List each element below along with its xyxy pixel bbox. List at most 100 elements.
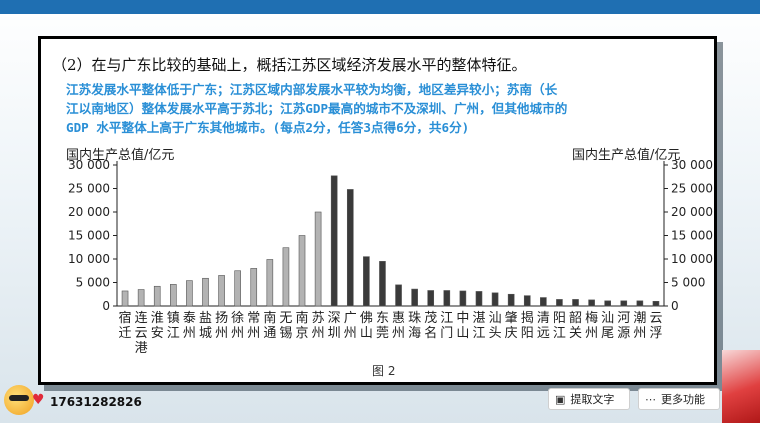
x-tick-label: 梅	[585, 311, 598, 326]
extract-text-label: 提取文字	[570, 393, 615, 406]
chart-bar	[137, 289, 145, 307]
chart-bar	[266, 259, 274, 307]
x-tick-label: 尾	[601, 326, 614, 341]
chart-bar	[620, 300, 628, 307]
x-tick-label: 山	[456, 326, 469, 341]
chart-bar	[153, 285, 161, 307]
x-tick-label: 徐	[231, 311, 244, 326]
x-tick-label: 茂	[424, 311, 437, 326]
x-tick-label: 城	[199, 326, 212, 341]
x-tick-label: 州	[312, 326, 325, 341]
chart-bar	[540, 297, 547, 307]
x-tick-label: 广	[344, 311, 357, 326]
x-tick-label: 无	[279, 311, 292, 326]
x-tick-label: 镇	[167, 311, 180, 326]
y-tick-label-left: 0	[102, 299, 110, 313]
answer-line: GDP 水平整体上高于广东其他城市。(每点2分，任答3点得6分，共6分)	[66, 120, 470, 135]
x-tick-label: 州	[344, 326, 357, 341]
slide-top-bar	[0, 0, 760, 14]
y-tick-label-right: 25 000	[671, 182, 713, 196]
answer-line: 江以南地区）整体发展水平高于苏北；江苏GDP最高的城市不及深圳、广州，但其他城市…	[66, 101, 568, 116]
x-tick-label: 州	[392, 326, 405, 341]
x-tick-label: 关	[569, 326, 582, 341]
x-tick-label: 州	[585, 326, 598, 341]
x-tick-label: 门	[440, 326, 453, 341]
chart-bar	[459, 290, 467, 307]
x-tick-label: 港	[135, 341, 148, 356]
y-tick-label-right: 15 000	[671, 229, 713, 243]
x-tick-label: 云	[649, 311, 662, 326]
chart-bar	[298, 235, 306, 307]
chart-bar	[186, 280, 193, 307]
x-tick-label: 珠	[408, 311, 421, 326]
x-tick-label: 莞	[376, 326, 389, 341]
slide-top-stripe	[0, 14, 760, 17]
x-tick-label: 惠	[392, 311, 405, 326]
x-tick-label: 江	[440, 311, 453, 326]
x-tick-label: 名	[424, 325, 437, 341]
x-tick-label: 江	[167, 326, 180, 341]
y-axis-label-right: 国内生产总值/亿元	[572, 148, 681, 163]
chart-bar	[121, 290, 129, 307]
x-tick-label: 州	[183, 326, 196, 341]
x-tick-label: 云	[135, 326, 148, 341]
question-text: （2）在与广东比较的基础上，概括江苏区域经济发展水平的整体特征。	[52, 56, 527, 74]
x-tick-label: 清	[537, 311, 550, 326]
x-tick-label: 江	[553, 326, 566, 341]
x-tick-label: 盐	[199, 311, 212, 326]
x-tick-label: 中	[456, 311, 469, 326]
chart-bar	[523, 295, 531, 307]
y-tick-label-left: 30 000	[68, 158, 110, 172]
x-tick-label: 州	[231, 326, 244, 341]
x-tick-label: 安	[151, 326, 164, 341]
figure-caption: 图 2	[372, 364, 396, 378]
chart-bar	[411, 288, 418, 307]
chart-bar	[170, 284, 177, 307]
x-tick-label: 阳	[553, 311, 566, 326]
chart-bar	[588, 299, 595, 307]
x-tick-label: 常	[247, 311, 260, 326]
chart-bar	[491, 292, 499, 307]
x-tick-label: 连	[135, 310, 148, 326]
content-panel	[38, 36, 717, 385]
x-tick-label: 迁	[119, 326, 132, 341]
x-tick-label: 泰	[183, 311, 196, 326]
chart-bar	[572, 299, 579, 307]
chart-bar	[475, 291, 483, 307]
x-tick-label: 淮	[151, 311, 164, 326]
x-tick-label: 通	[263, 326, 276, 341]
x-tick-label: 源	[617, 326, 630, 341]
corner-decoration	[722, 350, 760, 423]
more-functions-button[interactable]: ⋯ 更多功能	[638, 388, 720, 410]
x-tick-label: 汕	[489, 311, 502, 326]
x-tick-label: 圳	[328, 326, 341, 341]
y-tick-label-left: 10 000	[68, 252, 110, 266]
y-tick-label-right: 20 000	[671, 205, 713, 219]
chart-bar	[556, 299, 563, 307]
extract-text-button[interactable]: ▣ 提取文字	[548, 388, 630, 410]
chart-bar	[234, 270, 241, 307]
y-tick-label-left: 5 000	[76, 276, 110, 290]
chart-bar	[379, 261, 386, 307]
y-tick-label-right: 10 000	[671, 252, 713, 266]
y-tick-label-left: 25 000	[68, 182, 110, 196]
x-tick-label: 京	[296, 326, 309, 341]
x-tick-label: 汕	[601, 311, 614, 326]
heart-icon: ♥	[32, 392, 45, 408]
y-tick-label-left: 20 000	[68, 205, 110, 219]
x-tick-label: 州	[215, 326, 228, 341]
x-tick-label: 浮	[649, 326, 662, 341]
answer-line: 江苏发展水平整体低于广东；江苏区域内部发展水平较为均衡，地区差异较小；苏南（长	[66, 82, 558, 97]
more-functions-label: 更多功能	[661, 393, 705, 406]
chart-bar	[282, 247, 290, 307]
more-icon: ⋯	[645, 392, 656, 406]
x-tick-label: 宿	[119, 310, 132, 326]
x-tick-label: 头	[489, 326, 502, 341]
chart-bar	[250, 268, 258, 307]
chart-bar	[636, 300, 644, 307]
x-tick-label: 阳	[521, 326, 534, 341]
x-tick-label: 深	[328, 311, 341, 326]
chart-bar	[330, 175, 338, 307]
